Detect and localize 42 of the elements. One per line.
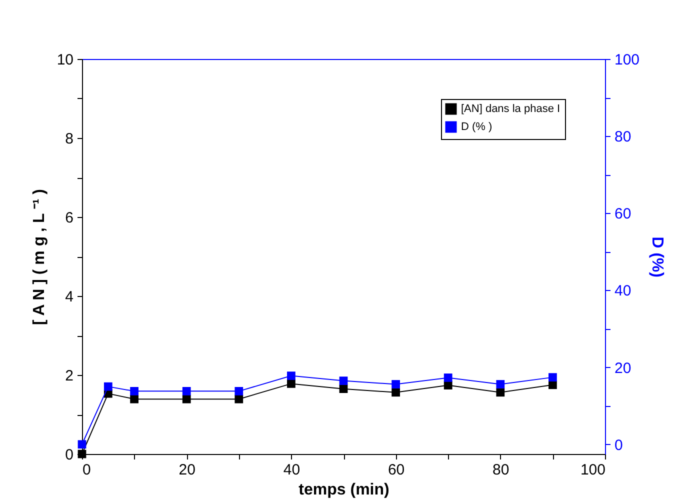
legend-label: [AN] dans la phase I (461, 103, 560, 115)
point (496, 380, 505, 388)
y2-tick-label: 80 (614, 128, 632, 146)
y-tick-label: 10 (56, 52, 74, 68)
x-tick-label: 100 (580, 462, 606, 478)
y2-tick-label: 40 (614, 282, 632, 300)
point (392, 388, 400, 397)
y-tick-label: 6 (65, 210, 74, 226)
point (339, 384, 348, 394)
y2-tick-label: 0 (614, 436, 623, 454)
point (182, 387, 191, 396)
y2-tick-label: 100 (614, 52, 640, 68)
point (287, 372, 296, 380)
point (130, 387, 138, 396)
point (339, 376, 348, 385)
y-tick-label: 2 (65, 368, 74, 384)
point (234, 394, 244, 404)
point (182, 394, 191, 404)
y-tick-label: 4 (65, 288, 74, 306)
x-tick-label: 60 (388, 462, 405, 478)
x-tick-label: 40 (283, 462, 300, 478)
legend-label: D (% ) (461, 121, 492, 133)
y2-tick-label: 60 (614, 206, 632, 223)
point (287, 380, 296, 388)
y-axis-title: [ A N ] ( m g , L ⁻¹ ) (30, 189, 48, 325)
point (392, 380, 400, 388)
x-tick-label: 0 (82, 462, 91, 478)
point (444, 381, 452, 390)
point (78, 440, 86, 449)
y2-axis-title: D (%) (648, 236, 666, 278)
point (104, 382, 112, 391)
y-tick-label: 8 (65, 130, 74, 148)
point (234, 387, 244, 396)
point (444, 374, 452, 382)
point (130, 394, 138, 404)
x-tick-label: 80 (492, 462, 510, 478)
point (496, 388, 505, 397)
y-tick-label: 0 (65, 446, 74, 464)
x-axis-title: temps (min) (298, 482, 390, 498)
point (548, 373, 557, 382)
x-tick-label: 20 (178, 462, 196, 478)
y2-tick-label: 20 (614, 360, 632, 377)
